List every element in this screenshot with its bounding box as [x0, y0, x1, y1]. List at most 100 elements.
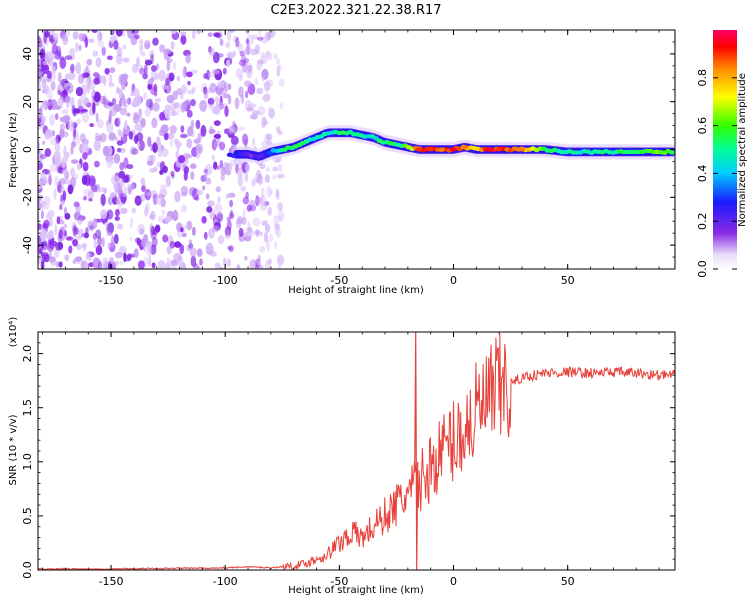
noise-blob: [205, 177, 212, 185]
noise-blob: [196, 30, 202, 35]
noise-blob: [203, 168, 208, 174]
noise-blob: [208, 47, 216, 57]
noise-blob: [59, 128, 65, 139]
noise-blob: [261, 220, 268, 227]
noise-blob: [272, 166, 279, 172]
noise-blob: [54, 113, 59, 120]
noise-blob: [226, 258, 232, 268]
noise-blob: [217, 80, 225, 89]
noise-blob: [164, 216, 172, 223]
noise-blob: [170, 170, 175, 177]
noise-blob: [256, 87, 264, 95]
noise-blob: [190, 99, 196, 107]
noise-blob: [157, 215, 165, 223]
noise-blob: [228, 30, 235, 33]
noise-blob: [219, 160, 223, 169]
noise-blob: [107, 222, 115, 234]
noise-blob: [249, 199, 256, 206]
noise-blob: [268, 51, 273, 61]
noise-blob: [220, 166, 227, 176]
spectrogram-ridge: [226, 124, 675, 165]
noise-blob: [74, 256, 83, 262]
noise-blob: [158, 69, 166, 81]
noise-blob: [152, 37, 159, 46]
noise-blob: [188, 243, 194, 249]
noise-blob: [272, 53, 278, 60]
noise-blob: [39, 104, 47, 109]
noise-blob: [47, 70, 52, 79]
noise-blob: [68, 245, 73, 254]
noise-blob: [55, 105, 62, 110]
noise-blob: [146, 192, 153, 197]
ridge-peak: [427, 147, 435, 152]
noise-blob: [277, 254, 285, 266]
noise-blob: [101, 46, 106, 56]
noise-blob: [192, 30, 196, 40]
noise-blob: [38, 223, 42, 230]
noise-blob: [133, 248, 139, 258]
noise-blob: [62, 35, 69, 46]
noise-blob: [224, 234, 231, 239]
noise-blob: [207, 97, 215, 105]
noise-blob: [151, 262, 156, 269]
noise-blob: [213, 141, 219, 148]
noise-blob: [219, 38, 224, 47]
noise-blob: [46, 231, 52, 241]
noise-blob: [261, 76, 265, 82]
noise-blob: [223, 257, 227, 267]
noise-blob: [38, 110, 43, 118]
noise-blob: [40, 230, 47, 242]
noise-blob: [252, 137, 256, 147]
noise-blob: [203, 88, 209, 100]
noise-blob: [255, 229, 260, 238]
noise-blob: [169, 262, 177, 269]
noise-blob: [153, 165, 159, 171]
noise-blob: [169, 240, 175, 249]
noise-blob: [247, 65, 253, 72]
noise-blob: [72, 239, 78, 247]
noise-blob: [177, 155, 186, 164]
noise-blob: [109, 192, 118, 199]
noise-blob: [213, 120, 221, 126]
noise-blob: [155, 193, 163, 206]
noise-blob: [122, 57, 130, 63]
noise-blob: [258, 181, 262, 186]
noise-blob: [172, 90, 179, 100]
noise-blob: [42, 60, 50, 66]
noise-blob: [166, 94, 175, 104]
noise-blob: [265, 166, 270, 172]
noise-blob: [122, 30, 126, 38]
noise-blob: [256, 65, 262, 71]
noise-blob: [76, 243, 82, 251]
noise-blob: [108, 256, 115, 265]
noise-blob: [176, 108, 180, 117]
noise-blob: [188, 239, 193, 244]
noise-blob: [208, 46, 212, 53]
noise-blob: [205, 193, 210, 200]
noise-blob: [152, 230, 158, 235]
noise-blob: [129, 236, 133, 241]
noise-blob: [187, 126, 194, 137]
noise-blob: [226, 59, 231, 67]
noise-blob: [51, 44, 58, 55]
noise-blob: [42, 140, 46, 145]
noise-blob: [161, 83, 168, 90]
noise-blob: [274, 226, 279, 236]
noise-blob: [81, 233, 90, 238]
x-tick-label: 0: [450, 575, 457, 588]
noise-blob: [40, 172, 47, 181]
noise-blob: [252, 110, 261, 116]
noise-blob: [165, 175, 171, 187]
noise-blob: [114, 251, 123, 259]
noise-blob: [38, 123, 42, 130]
noise-blob: [197, 132, 203, 141]
noise-blob: [180, 102, 186, 113]
noise-blob: [160, 184, 168, 189]
noise-blob: [190, 171, 195, 180]
noise-blob: [201, 216, 207, 224]
noise-blob: [129, 217, 133, 229]
noise-blob: [266, 185, 272, 198]
noise-blob: [38, 161, 43, 171]
noise-blob: [204, 171, 208, 180]
